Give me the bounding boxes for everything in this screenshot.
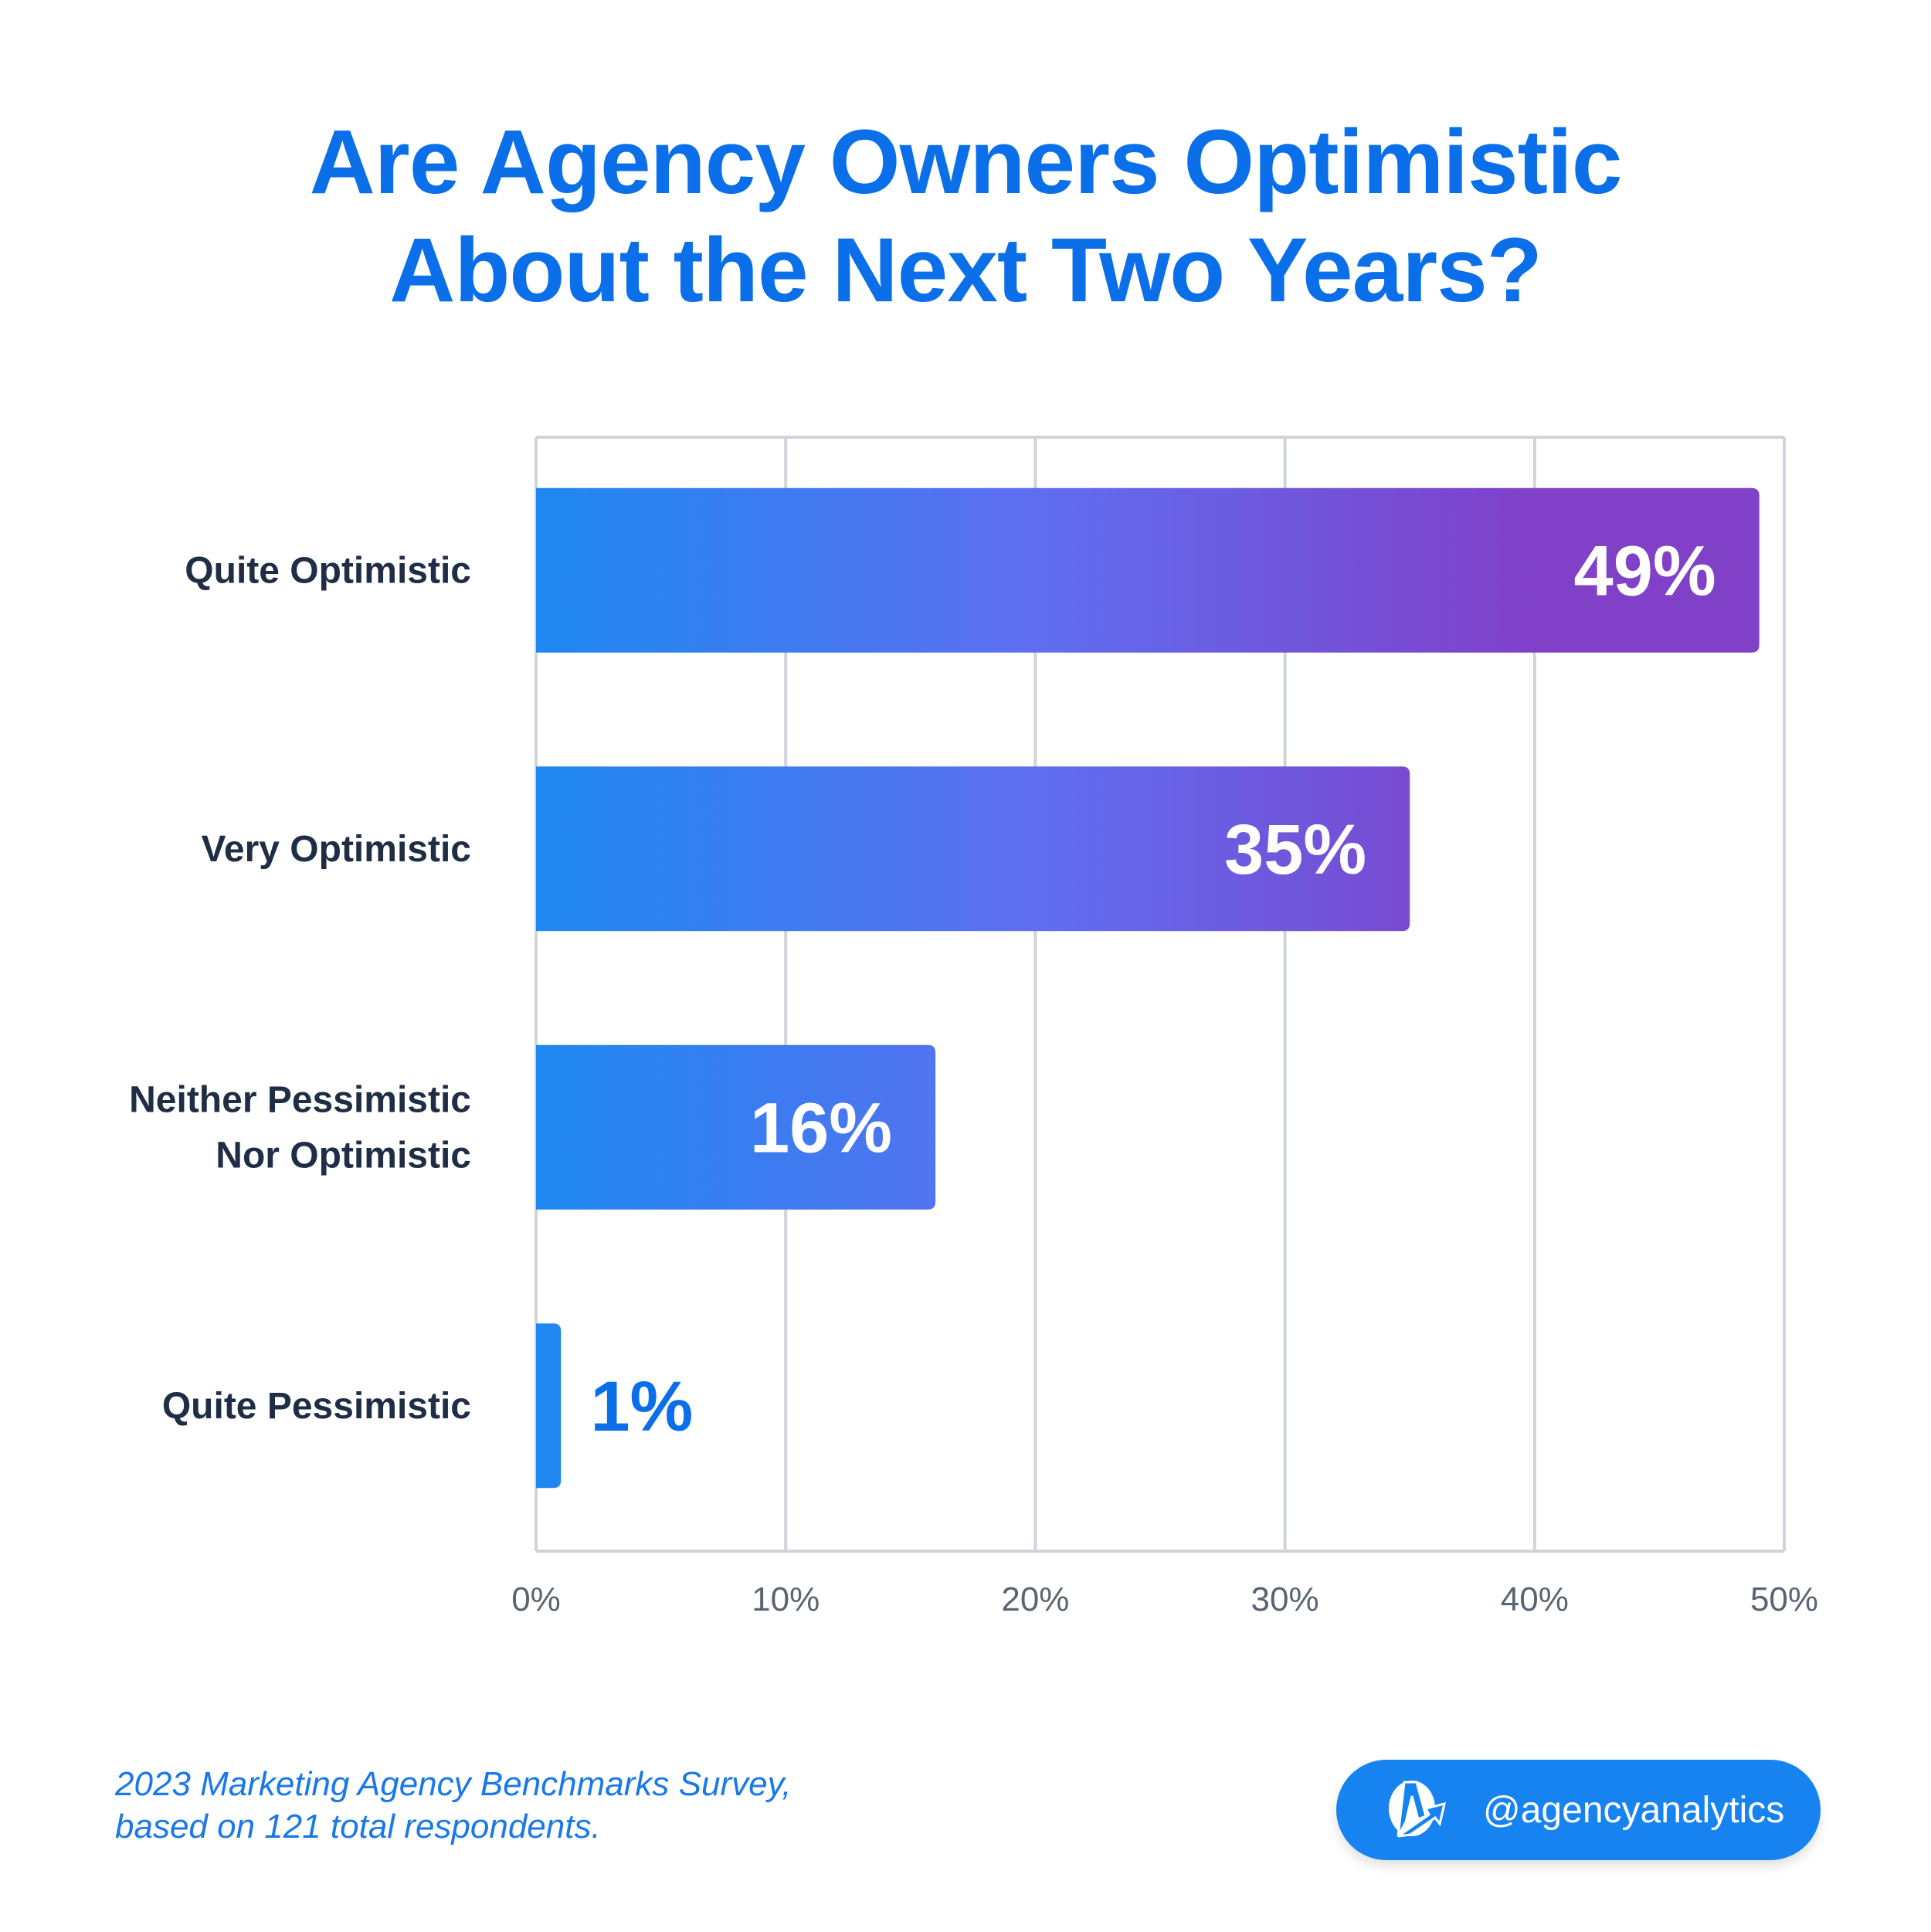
bar: [536, 766, 1410, 932]
x-tick-label: 50%: [1750, 1581, 1818, 1618]
footnote-line-2: based on 121 total respondents.: [115, 1808, 601, 1845]
agencyanalytics-logo-icon: [1389, 1781, 1447, 1838]
data-label: 35%: [1224, 810, 1366, 889]
social-handle-badge[interactable]: @agencyanalytics: [1336, 1760, 1821, 1860]
category-label: Very Optimistic: [202, 829, 471, 870]
category-label: Neither Pessimistic: [129, 1079, 471, 1120]
category-label: Quite Pessimistic: [162, 1386, 471, 1427]
category-label: Quite Optimistic: [185, 550, 471, 591]
category-label: Nor Optimistic: [215, 1135, 471, 1176]
data-label: 49%: [1574, 531, 1716, 610]
footnote-line-1: 2023 Marketing Agency Benchmarks Survey,: [115, 1765, 792, 1803]
x-tick-label: 40%: [1501, 1581, 1569, 1618]
bar: [536, 1044, 936, 1210]
bar-chart: 0% 10% 20% 30% 40% 50% 49% Quite Optimistic 35% V…: [129, 436, 1818, 1618]
footnote: 2023 Marketing Agency Benchmarks Survey,…: [115, 1763, 792, 1848]
data-label: 1%: [590, 1367, 693, 1446]
x-tick-label: 20%: [1001, 1581, 1069, 1618]
bar: [536, 1323, 562, 1489]
data-label: 16%: [750, 1088, 892, 1167]
bar: [536, 487, 1760, 653]
title-line-2: About the Next Two Years?: [389, 219, 1542, 321]
title-line-1: Are Agency Owners Optimistic: [309, 111, 1623, 213]
x-tick-label: 10%: [752, 1581, 820, 1618]
x-tick-label: 0%: [511, 1581, 561, 1618]
social-handle[interactable]: @agencyanalytics: [1483, 1789, 1785, 1831]
x-tick-label: 30%: [1251, 1581, 1319, 1618]
chart-title: Are Agency Owners Optimistic About the N…: [0, 108, 1931, 324]
